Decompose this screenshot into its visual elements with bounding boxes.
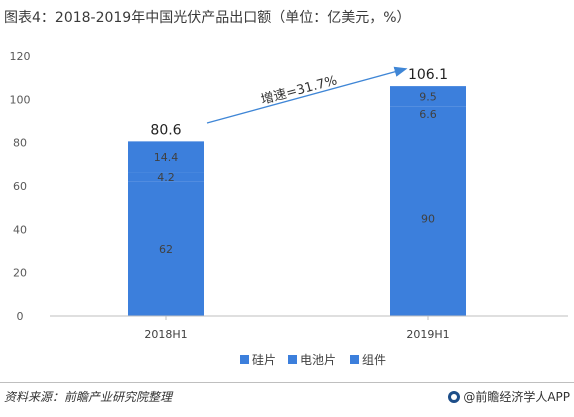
- bar-segment: [390, 106, 466, 121]
- y-axis: 0 20 40 60 80 100 120: [10, 50, 31, 323]
- legend-label: 组件: [362, 353, 386, 367]
- brand-label: @前瞻经济学人APP: [463, 390, 570, 404]
- bar-segment: [128, 141, 204, 173]
- legend: 硅片 电池片 组件: [240, 353, 386, 367]
- y-tick-label: 60: [13, 180, 27, 193]
- legend-swatch: [350, 355, 359, 364]
- bar-segment: [128, 172, 204, 182]
- growth-arrow: [206, 66, 408, 124]
- y-tick-label: 20: [13, 267, 27, 280]
- data-label: 4.2: [157, 171, 175, 184]
- footer-divider: [0, 382, 574, 383]
- y-tick-label: 40: [13, 223, 27, 236]
- bars: [128, 86, 466, 316]
- data-label: 14.4: [154, 151, 179, 164]
- stacked-bar-chart: 0 20 40 60 80 100 120 62 4.2 14.4 90 6.6 9.5 80.6 10…: [10, 50, 568, 367]
- data-label: 90: [421, 213, 435, 226]
- source-note: 资料来源：前瞻产业研究院整理: [4, 390, 173, 404]
- brand-logo-icon: [448, 390, 461, 403]
- bar-segment: [390, 121, 466, 316]
- x-axis: 2018H1 2019H1: [50, 315, 568, 341]
- x-tick-label: 2019H1: [406, 328, 449, 341]
- brand: @前瞻经济学人APP: [448, 388, 570, 405]
- chart-title: 图表4：2018-2019年中国光伏产品出口额（单位：亿美元，%）: [4, 10, 411, 26]
- total-label: 80.6: [150, 122, 181, 138]
- x-tick-label: 2018H1: [144, 328, 187, 341]
- bar-segment: [390, 86, 466, 107]
- total-labels: 80.6 106.1: [150, 67, 448, 138]
- y-tick-label: 120: [10, 50, 31, 63]
- y-tick-label: 0: [17, 310, 24, 323]
- y-tick-label: 80: [13, 137, 27, 150]
- legend-swatch: [288, 355, 297, 364]
- data-label: 6.6: [419, 108, 437, 121]
- data-label: 62: [159, 243, 173, 256]
- legend-label: 电池片: [300, 353, 336, 367]
- y-tick-label: 100: [10, 93, 31, 106]
- total-label: 106.1: [408, 67, 448, 83]
- data-label: 9.5: [419, 90, 437, 103]
- growth-annotation: 增速=31.7%: [206, 66, 408, 124]
- legend-swatch: [240, 355, 249, 364]
- growth-label: 增速=31.7%: [259, 73, 338, 108]
- bar-segment: [128, 181, 204, 316]
- segment-labels: 62 4.2 14.4 90 6.6 9.5: [154, 90, 437, 255]
- legend-label: 硅片: [252, 353, 276, 367]
